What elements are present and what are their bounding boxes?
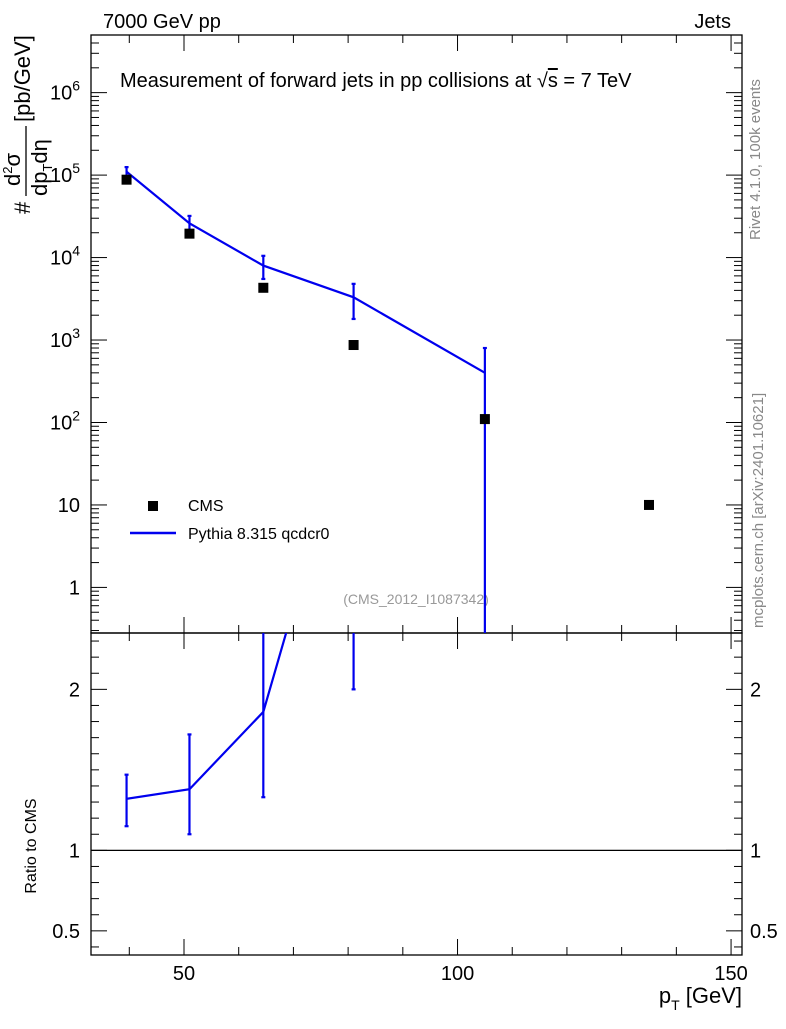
cms-point [644, 499, 654, 510]
sqrt-sign: √ [537, 70, 548, 92]
y-tick-label: 103 [50, 325, 80, 352]
svg-text:#: # [10, 201, 35, 214]
legend-pythia-label: Pythia 8.315 qcdcr0 [188, 526, 330, 543]
ratio-y-tick-label: 0.5 [52, 921, 80, 943]
y-tick-label: 104 [50, 243, 80, 270]
main-y-label: # d2σ dpTdη [pb/GeV] [0, 35, 55, 214]
axis-ticks [91, 34, 742, 955]
pythia-line [125, 170, 486, 374]
header-right: Jets [694, 11, 731, 33]
ratio-pythia-line [126, 633, 288, 800]
cms-point [184, 228, 195, 239]
svg-text:[pb/GeV]: [pb/GeV] [10, 35, 35, 122]
legend: CMS Pythia 8.315 qcdcr0 [130, 498, 330, 543]
cms-point [479, 414, 490, 425]
ratio-y-tick-label-right: 1 [750, 840, 761, 862]
y-tick-label: 10 [58, 495, 80, 517]
ratio-y-tick-label-right: 2 [750, 679, 761, 701]
y-tick-label: 102 [50, 407, 80, 434]
cms-point [348, 340, 359, 351]
ratio-y-label: Ratio to CMS [23, 798, 40, 893]
y-tick-label: 106 [50, 78, 80, 105]
legend-cms-label: CMS [188, 498, 224, 515]
x-axis-label: pT [GeV] [659, 983, 742, 1013]
analysis-watermark: (CMS_2012_I1087342) [343, 591, 489, 607]
cms-point [258, 282, 269, 293]
ylabel-denominator: dpTdη [27, 139, 55, 196]
ratio-y-tick-label-right: 0.5 [750, 921, 778, 943]
x-tick-label: 50 [173, 963, 195, 985]
x-tick-label: 150 [714, 963, 747, 985]
y-tick-label: 105 [50, 160, 80, 187]
ylabel-numerator: d2σ [0, 153, 25, 186]
ratio-y-tick-label: 1 [69, 840, 80, 862]
x-tick-label: 100 [441, 963, 474, 985]
legend-cms-marker [148, 501, 158, 511]
cms-point [121, 174, 132, 185]
main-title: Measurement of forward jets in pp collis… [120, 70, 632, 92]
mcplots-label: mcplots.cern.ch [arXiv:2401.10621] [750, 393, 767, 628]
main-plot-area [121, 166, 654, 633]
ratio-plot-area [91, 633, 742, 851]
y-tick-label: 1 [69, 577, 80, 599]
header-left: 7000 GeV pp [103, 11, 221, 33]
rivet-label: Rivet 4.1.0, 100k events [747, 79, 764, 240]
ratio-panel-frame [90, 632, 743, 956]
ratio-y-tick-label: 2 [69, 679, 80, 701]
